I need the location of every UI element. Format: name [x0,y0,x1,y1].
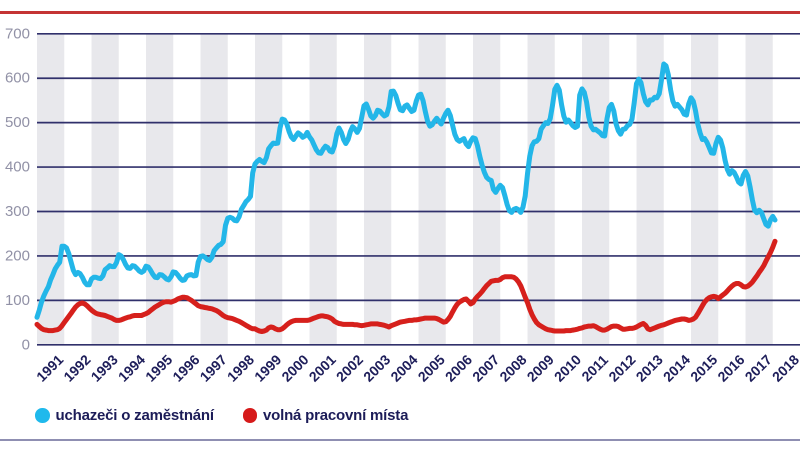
svg-text:2005: 2005 [415,351,448,384]
svg-text:2013: 2013 [633,351,666,384]
svg-text:500: 500 [5,114,30,131]
svg-text:2016: 2016 [714,351,747,384]
svg-text:200: 200 [5,247,30,264]
svg-text:600: 600 [5,70,30,87]
svg-text:2018: 2018 [769,351,800,384]
svg-text:2002: 2002 [333,351,366,384]
svg-text:700: 700 [5,25,30,42]
svg-text:1996: 1996 [169,351,202,384]
svg-text:2012: 2012 [605,351,638,384]
svg-text:2011: 2011 [578,352,611,385]
svg-text:2010: 2010 [551,351,584,384]
svg-text:2014: 2014 [660,351,693,384]
svg-text:1998: 1998 [224,351,257,384]
svg-text:1994: 1994 [115,351,148,384]
svg-text:2001: 2001 [306,351,339,384]
svg-text:2008: 2008 [496,351,529,384]
svg-text:2009: 2009 [524,351,557,384]
svg-text:300: 300 [5,203,30,220]
svg-text:1991: 1991 [33,351,66,384]
svg-text:2000: 2000 [278,351,311,384]
svg-text:0: 0 [22,336,30,353]
svg-text:2006: 2006 [442,351,475,384]
svg-text:400: 400 [5,159,30,176]
svg-text:1999: 1999 [251,351,284,384]
svg-text:100: 100 [5,292,30,309]
svg-text:2017: 2017 [742,351,775,384]
svg-text:1993: 1993 [88,351,121,384]
svg-text:1997: 1997 [197,351,230,384]
svg-text:2015: 2015 [687,351,720,384]
svg-text:1992: 1992 [60,351,93,384]
svg-text:2004: 2004 [387,351,420,384]
svg-text:2007: 2007 [469,351,502,384]
svg-text:1995: 1995 [142,351,175,384]
svg-text:2003: 2003 [360,351,393,384]
